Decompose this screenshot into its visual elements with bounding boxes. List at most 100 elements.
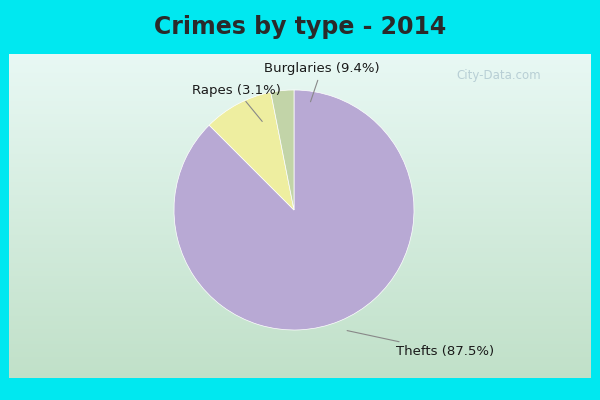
Bar bbox=[9, 67, 591, 68]
Bar bbox=[9, 242, 591, 244]
Bar bbox=[9, 244, 591, 245]
Bar bbox=[9, 376, 591, 378]
Bar bbox=[9, 349, 591, 350]
Bar bbox=[9, 137, 591, 138]
Bar bbox=[9, 86, 591, 88]
Wedge shape bbox=[209, 92, 294, 210]
Bar bbox=[9, 245, 591, 247]
Bar bbox=[9, 182, 591, 184]
Bar bbox=[9, 279, 591, 281]
Text: Crimes by type - 2014: Crimes by type - 2014 bbox=[154, 15, 446, 39]
Bar bbox=[9, 286, 591, 287]
Bar bbox=[9, 278, 591, 279]
Bar bbox=[9, 171, 591, 172]
Bar bbox=[9, 99, 591, 101]
Bar bbox=[9, 331, 591, 333]
Bar bbox=[9, 205, 591, 206]
Bar bbox=[9, 127, 591, 128]
Bar bbox=[9, 164, 591, 166]
Bar bbox=[9, 370, 591, 372]
Bar bbox=[9, 227, 591, 229]
Bar bbox=[9, 365, 591, 367]
Bar bbox=[9, 357, 591, 358]
Bar bbox=[9, 344, 591, 346]
Bar bbox=[9, 232, 591, 234]
Bar bbox=[9, 214, 591, 216]
Bar bbox=[9, 230, 591, 232]
Bar bbox=[9, 75, 591, 77]
Bar bbox=[9, 360, 591, 362]
Bar bbox=[9, 295, 591, 297]
Bar bbox=[9, 328, 591, 330]
Bar bbox=[9, 94, 591, 96]
Bar bbox=[9, 323, 591, 324]
Bar bbox=[9, 304, 591, 305]
Bar bbox=[9, 253, 591, 255]
Bar bbox=[9, 248, 591, 250]
Bar bbox=[9, 103, 591, 104]
Bar bbox=[9, 250, 591, 252]
Bar bbox=[9, 292, 591, 294]
Bar bbox=[9, 122, 591, 124]
Bar bbox=[9, 85, 591, 86]
Bar bbox=[9, 98, 591, 99]
Bar bbox=[9, 276, 591, 278]
Text: Rapes (3.1%): Rapes (3.1%) bbox=[192, 84, 281, 122]
Bar bbox=[9, 294, 591, 295]
Bar bbox=[9, 313, 591, 315]
Bar bbox=[9, 282, 591, 284]
Bar bbox=[9, 318, 591, 320]
Bar bbox=[9, 70, 591, 72]
Bar bbox=[9, 180, 591, 182]
Bar bbox=[9, 210, 591, 211]
Bar bbox=[9, 237, 591, 239]
Bar bbox=[9, 268, 591, 270]
Bar bbox=[9, 130, 591, 132]
Bar bbox=[9, 96, 591, 98]
Bar bbox=[9, 120, 591, 122]
Bar bbox=[9, 188, 591, 190]
Bar bbox=[9, 56, 591, 57]
Bar bbox=[9, 159, 591, 161]
Bar bbox=[9, 148, 591, 150]
Bar bbox=[9, 350, 591, 352]
Bar bbox=[9, 352, 591, 354]
Bar bbox=[9, 187, 591, 188]
Bar bbox=[9, 200, 591, 202]
Bar bbox=[9, 176, 591, 177]
Bar bbox=[9, 143, 591, 145]
Bar bbox=[9, 193, 591, 195]
Bar bbox=[9, 255, 591, 256]
Bar bbox=[9, 172, 591, 174]
Bar bbox=[9, 196, 591, 198]
Bar bbox=[9, 265, 591, 266]
Bar bbox=[9, 222, 591, 224]
Bar bbox=[9, 252, 591, 253]
Bar bbox=[9, 114, 591, 116]
Bar bbox=[9, 229, 591, 230]
Bar bbox=[9, 72, 591, 74]
Bar bbox=[9, 258, 591, 260]
Text: City-Data.com: City-Data.com bbox=[456, 70, 541, 82]
Bar bbox=[9, 289, 591, 290]
Bar bbox=[9, 312, 591, 313]
Bar bbox=[9, 260, 591, 261]
Bar bbox=[9, 334, 591, 336]
Bar bbox=[9, 261, 591, 263]
Bar bbox=[9, 300, 591, 302]
Bar bbox=[9, 166, 591, 167]
Bar bbox=[9, 326, 591, 328]
Bar bbox=[9, 140, 591, 142]
Bar bbox=[9, 128, 591, 130]
Bar bbox=[9, 57, 591, 59]
Bar bbox=[9, 346, 591, 347]
Bar bbox=[9, 290, 591, 292]
Bar bbox=[9, 174, 591, 176]
Bar bbox=[9, 372, 591, 373]
Bar bbox=[9, 330, 591, 331]
Bar bbox=[9, 62, 591, 64]
Bar bbox=[9, 224, 591, 226]
Bar bbox=[9, 68, 591, 70]
Bar bbox=[9, 247, 591, 248]
Bar bbox=[9, 221, 591, 222]
